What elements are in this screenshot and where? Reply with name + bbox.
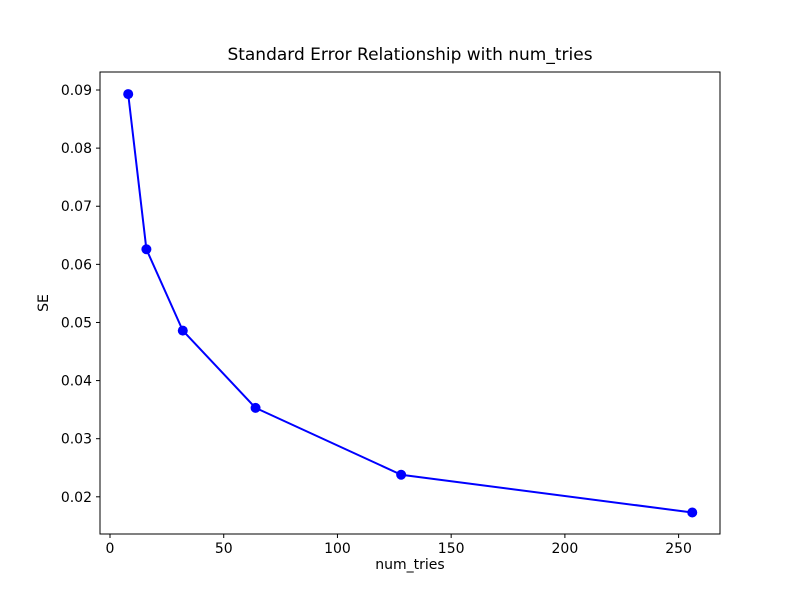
x-tick-label: 50 [215, 541, 233, 557]
x-axis-label: num_tries [375, 557, 445, 573]
y-tick-label: 0.07 [61, 199, 92, 215]
se-line-series [127, 93, 694, 514]
y-axis-label: SE [36, 294, 52, 312]
y-tick-label: 0.03 [61, 432, 92, 448]
y-tick-label: 0.02 [61, 490, 92, 506]
y-tick-label: 0.05 [61, 315, 92, 331]
x-tick-label: 0 [106, 541, 115, 557]
data-point-marker [250, 402, 261, 413]
data-point-marker [687, 507, 698, 518]
chart-title: Standard Error Relationship with num_tri… [227, 45, 593, 65]
data-point-marker [123, 89, 134, 100]
y-tick-label: 0.08 [61, 141, 92, 157]
data-point-marker [396, 469, 407, 480]
x-tick-label: 100 [324, 541, 351, 557]
data-point-marker [177, 325, 188, 336]
x-tick-label: 250 [665, 541, 692, 557]
y-tick-label: 0.09 [61, 83, 92, 99]
y-tick-label: 0.04 [61, 374, 92, 390]
data-point-marker [141, 244, 152, 255]
x-tick-label: 200 [552, 541, 579, 557]
y-tick-label: 0.06 [61, 257, 92, 273]
axes-spines [99, 71, 721, 535]
x-tick-label: 150 [438, 541, 465, 557]
